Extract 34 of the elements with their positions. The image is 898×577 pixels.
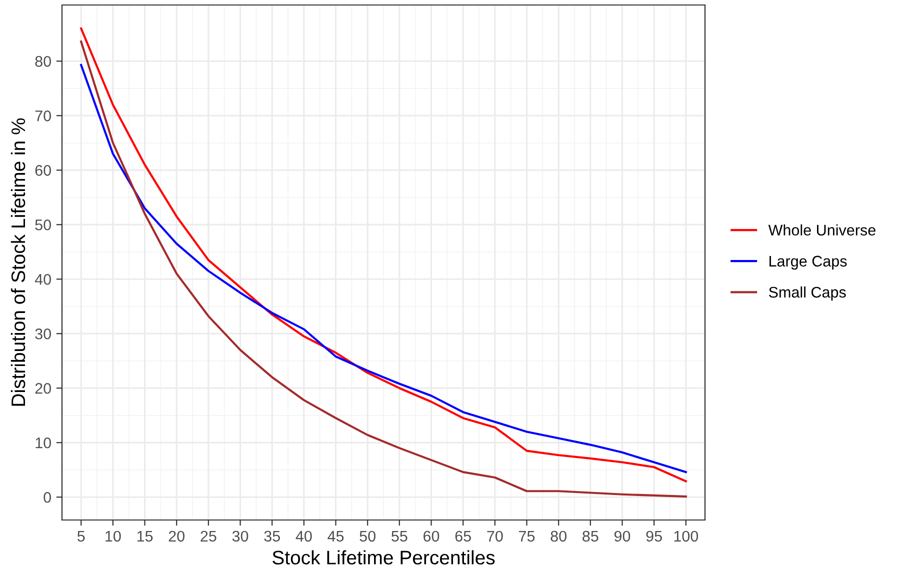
y-tick-label: 80 [35, 56, 51, 67]
x-tick-label: 95 [646, 530, 662, 542]
x-tick-label: 90 [614, 530, 630, 542]
legend-label: Small Caps [768, 286, 846, 301]
x-tick-label: 65 [455, 530, 471, 542]
y-tick-label: 0 [44, 492, 51, 503]
y-tick-label: 40 [34, 274, 51, 285]
y-tick-label: 50 [35, 219, 51, 230]
x-tick-label: 15 [137, 530, 153, 542]
x-tick-label: 50 [360, 530, 376, 542]
x-tick-label: 10 [106, 530, 121, 542]
y-tick-label: 60 [35, 164, 51, 176]
x-tick-label: 30 [232, 530, 248, 542]
x-tick-label: 60 [424, 530, 440, 542]
y-tick-label: 30 [35, 328, 51, 340]
x-axis-title: Stock Lifetime Percentiles [272, 550, 495, 564]
x-tick-label: 80 [550, 530, 566, 542]
y-tick-label: 70 [35, 110, 51, 122]
y-tick-label: 20 [35, 382, 51, 394]
x-tick-label: 5 [77, 530, 85, 542]
x-tick-label: 70 [487, 530, 503, 542]
x-tick-label: 35 [264, 530, 280, 542]
x-tick-label: 100 [674, 530, 698, 542]
x-tick-label: 40 [296, 530, 312, 542]
x-tick-label: 20 [168, 530, 184, 542]
y-tick-label: 10 [36, 437, 51, 448]
x-tick-label: 55 [392, 530, 408, 542]
x-tick-label: 85 [582, 530, 598, 542]
x-tick-label: 75 [519, 530, 535, 542]
x-tick-label: 45 [328, 530, 344, 542]
y-axis-title: Distribution of Stock Lifetime in % [10, 118, 26, 406]
legend-label: Whole Universe [768, 224, 876, 236]
legend-label: Large Caps [770, 256, 847, 270]
x-tick-label: 25 [200, 530, 216, 542]
